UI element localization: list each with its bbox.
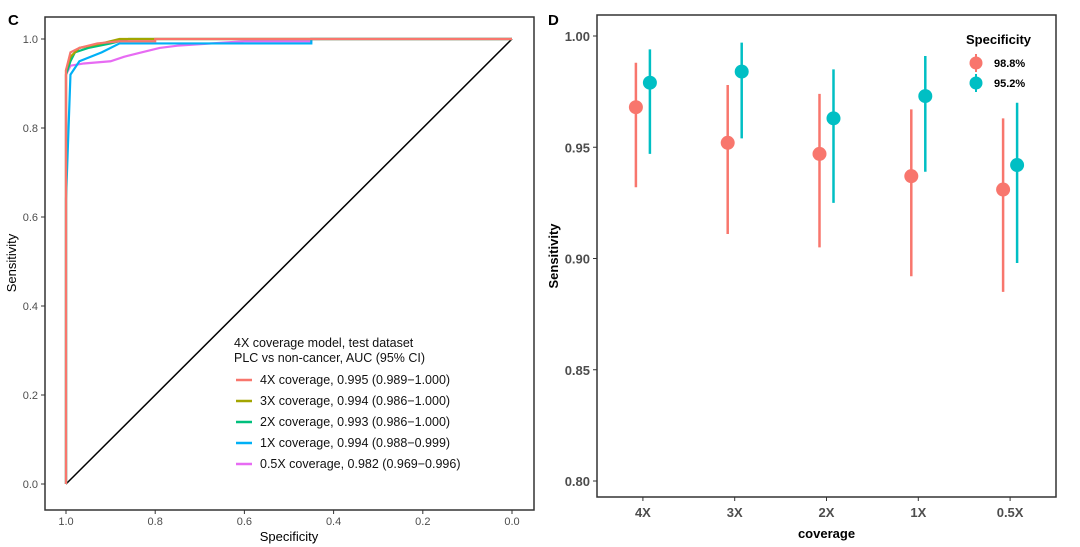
x-tick-label: 0.6 [237,516,252,528]
x-tick-label: 0.8 [148,516,163,528]
x-tick-label: 0.4 [326,516,341,528]
data-point [734,64,749,79]
x-tick-label: 0.2 [415,516,430,528]
y-tick-label: 0.95 [565,140,590,155]
legend-key-point [969,56,983,70]
panel-label-c: C [8,12,19,29]
y-tick-label: 0.2 [23,390,38,402]
legend-title: PLC vs non-cancer, AUC (95% CI) [234,351,425,365]
x-tick-label: 4X [635,505,651,520]
data-point [996,182,1011,197]
x-axis-title: coverage [798,526,855,541]
legend-label: 95.2% [994,78,1025,90]
legend-title: Specificity [966,32,1032,47]
x-axis-title: Specificity [260,529,319,544]
legend-key-point [969,76,983,90]
x-tick-label: 0.5X [997,505,1024,520]
y-tick-label: 0.90 [565,252,590,267]
plot-frame [44,16,535,511]
data-point [904,169,919,184]
sensitivity-panel: 0.80 0.85 0.90 0.95 1.00 4X 3X 2X 1X 0.5X coverage… [546,14,1057,541]
legend-label: 98.8% [994,58,1025,70]
data-point [918,89,933,104]
data-point [642,75,657,90]
plot-frame [596,14,1057,498]
y-tick-label: 0.80 [565,474,590,489]
data-point [1010,158,1025,173]
legend-title: 4X coverage model, test dataset [234,336,414,350]
y-axis-title: Sensitivity [546,223,561,289]
legend-label: 1X coverage, 0.994 (0.988−0.999) [260,436,450,450]
x-tick-label: 1X [910,505,926,520]
y-tick-label: 0.8 [23,123,38,135]
data-point [628,100,643,115]
x-tick-label: 3X [727,505,743,520]
legend-label: 0.5X coverage, 0.982 (0.969−0.996) [260,457,461,471]
legend-label: 3X coverage, 0.994 (0.986−1.000) [260,394,450,408]
data-point [812,146,827,161]
y-tick-label: 1.0 [23,34,38,46]
panel-label-d: D [548,12,559,29]
x-tick-label: 1.0 [58,516,73,528]
y-tick-label: 0.85 [565,363,590,378]
data-point [826,111,841,126]
legend-label: 4X coverage, 0.995 (0.989−1.000) [260,373,450,387]
y-tick-label: 1.00 [565,29,590,44]
x-tick-label: 2X [819,505,835,520]
y-tick-label: 0.4 [23,301,38,313]
reference-diagonal [65,38,513,485]
roc-curve [64,37,512,484]
y-tick-label: 0.0 [23,479,38,491]
y-axis-title: Sensitivity [4,233,19,292]
roc-panel: 1.0 0.8 0.6 0.4 0.2 0.0 0.0 0.2 0.4 0.6 0.8 1.0 Spec… [4,16,535,544]
x-tick-label: 0.0 [504,516,519,528]
legend-label: 2X coverage, 0.993 (0.986−1.000) [260,415,450,429]
data-point [720,135,735,150]
y-tick-label: 0.6 [23,212,38,224]
